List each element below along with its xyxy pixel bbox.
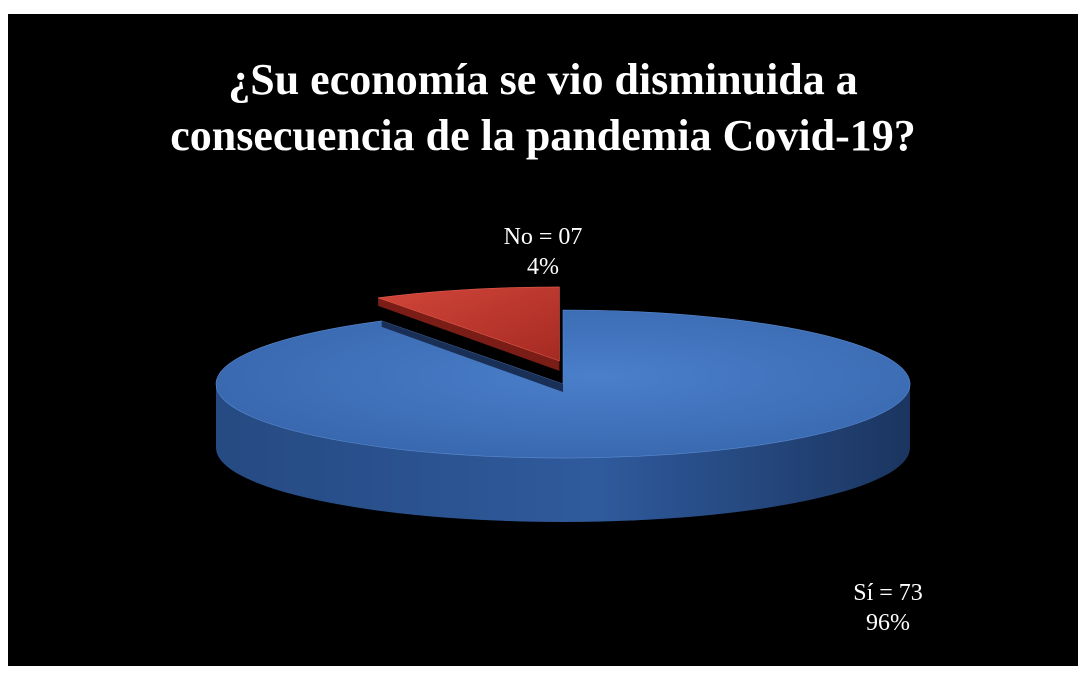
slice-no (378, 286, 560, 371)
chart-area: ¿Su economía se vio disminuida a consecu… (8, 14, 1078, 666)
slice-no-top (378, 286, 560, 362)
data-label-si: Sí = 73 96% (853, 580, 923, 636)
chart-title: ¿Su economía se vio disminuida a consecu… (170, 55, 916, 160)
slice-si-cut (381, 320, 563, 392)
data-label-no: No = 07 4% (504, 224, 583, 280)
slice-no-cut (378, 297, 560, 371)
slice-si-side (216, 384, 910, 522)
slice-si (215, 309, 911, 522)
